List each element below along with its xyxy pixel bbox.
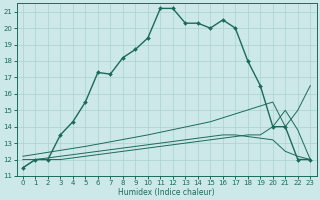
X-axis label: Humidex (Indice chaleur): Humidex (Indice chaleur): [118, 188, 215, 197]
